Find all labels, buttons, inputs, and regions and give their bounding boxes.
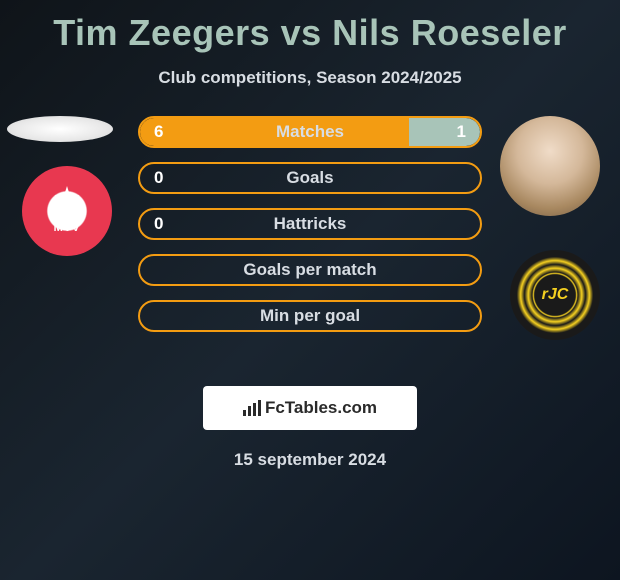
watermark-text: FcTables.com xyxy=(265,398,377,418)
comparison-title: Tim Zeegers vs Nils Roeseler xyxy=(0,0,620,54)
stat-row: 0 Goals xyxy=(138,162,482,194)
comparison-subtitle: Club competitions, Season 2024/2025 xyxy=(0,68,620,88)
chart-icon xyxy=(243,400,261,416)
comparison-main: 6 1 Matches 0 Goals 0 Hattricks Goals per match… xyxy=(0,116,620,376)
player-right-avatar xyxy=(500,116,600,216)
club-right-logo xyxy=(510,250,600,340)
snapshot-date: 15 september 2024 xyxy=(0,450,620,470)
stat-value-right: 1 xyxy=(457,122,466,142)
stat-label: Goals per match xyxy=(243,260,376,280)
watermark: FcTables.com xyxy=(203,386,417,430)
stat-label: Hattricks xyxy=(274,214,347,234)
stat-value-left: 6 xyxy=(154,122,163,142)
stat-row: 6 1 Matches xyxy=(138,116,482,148)
stat-row: 0 Hattricks xyxy=(138,208,482,240)
stat-label: Min per goal xyxy=(260,306,360,326)
stat-row: Min per goal xyxy=(138,300,482,332)
stat-value-left: 0 xyxy=(154,214,163,234)
stat-bars: 6 1 Matches 0 Goals 0 Hattricks Goals per match… xyxy=(138,116,482,346)
player-left-avatar xyxy=(7,116,113,142)
stat-value-left: 0 xyxy=(154,168,163,188)
stat-label: Matches xyxy=(276,122,344,142)
stat-fill-left xyxy=(140,118,409,146)
club-left-logo xyxy=(22,166,112,256)
stat-fill-right xyxy=(409,118,480,146)
stat-label: Goals xyxy=(286,168,333,188)
stat-row: Goals per match xyxy=(138,254,482,286)
